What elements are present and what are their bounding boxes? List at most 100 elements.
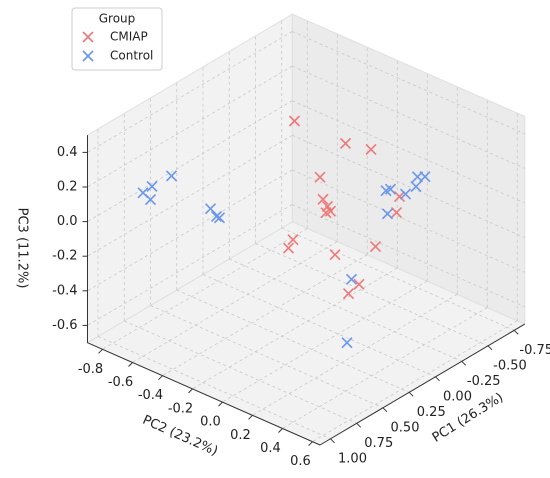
- point: [342, 287, 355, 300]
- axes: -0.75-0.50-0.250.000.250.500.751.00-0.8-…: [52, 135, 550, 469]
- x-tick: [513, 329, 519, 335]
- point: [341, 337, 353, 349]
- grid-line: [282, 307, 488, 429]
- y-tick: [98, 348, 103, 354]
- grid-line: [162, 254, 368, 377]
- grid-line: [292, 204, 525, 308]
- x-tick: [382, 407, 388, 413]
- grid-line: [292, 134, 525, 238]
- point: [419, 171, 431, 183]
- panes: [86, 13, 526, 446]
- point: [320, 207, 332, 219]
- y-tick-label: 0.4: [260, 441, 281, 456]
- grid-line: [87, 100, 293, 222]
- point: [210, 210, 223, 223]
- point: [282, 242, 295, 254]
- x-tick-label: -0.25: [467, 374, 501, 389]
- z-tick-label: -0.6: [52, 318, 77, 333]
- z-tick-label: -0.2: [52, 249, 77, 264]
- point: [381, 208, 394, 220]
- grid-line: [150, 305, 384, 409]
- legend-frame: [71, 7, 163, 71]
- point: [410, 180, 422, 193]
- grid-line: [281, 227, 515, 331]
- grid-line: [292, 65, 525, 169]
- point: [365, 143, 377, 156]
- x-tick: [435, 376, 440, 382]
- point: [144, 193, 157, 206]
- point: [384, 183, 397, 195]
- point: [314, 171, 326, 183]
- grid-line: [255, 243, 489, 347]
- point: [393, 191, 406, 203]
- grid-line: [124, 320, 357, 424]
- x-tick-label: 0.25: [417, 405, 446, 420]
- right-pane: [291, 13, 526, 325]
- y-tick-label: 0.0: [200, 415, 221, 430]
- grid-line: [87, 31, 293, 153]
- grid-line: [87, 134, 293, 257]
- z-tick-label: 0.2: [57, 180, 78, 195]
- grid: [87, 20, 525, 443]
- y-axis-line: [87, 342, 321, 446]
- point: [399, 188, 412, 200]
- grid-line: [102, 228, 308, 350]
- legend-label: CMIAP: [110, 30, 148, 44]
- y-tick: [248, 414, 253, 420]
- z-tick-label: -0.4: [52, 283, 77, 298]
- x-tick-label: 0.50: [391, 420, 420, 435]
- point: [369, 241, 382, 253]
- y-tick: [278, 428, 283, 433]
- point: [213, 212, 226, 224]
- point: [390, 207, 403, 219]
- x-tick-label: -0.75: [519, 343, 550, 358]
- legend-marker: [82, 50, 94, 62]
- grid-line: [87, 169, 293, 292]
- grid-line: [229, 258, 462, 362]
- x-axis-line: [319, 323, 526, 446]
- grid-line: [87, 204, 293, 326]
- grid-line: [202, 274, 436, 378]
- y-tick: [218, 401, 223, 407]
- y-tick-label: -0.4: [138, 388, 163, 403]
- y-tick: [158, 375, 163, 381]
- grid-line: [192, 267, 398, 390]
- x-tick: [487, 345, 493, 351]
- point: [317, 193, 329, 205]
- x-tick-label: 0.75: [364, 436, 393, 451]
- y-tick-label: 0.2: [230, 428, 251, 443]
- z-tick-label: 0.0: [57, 214, 78, 229]
- grid-line: [312, 320, 518, 443]
- point: [353, 278, 365, 290]
- point: [345, 273, 358, 285]
- point: [146, 180, 158, 192]
- y-tick: [128, 362, 133, 367]
- point: [339, 137, 352, 150]
- y-tick: [188, 388, 193, 394]
- point: [165, 170, 178, 182]
- z-tick-label: 0.4: [57, 145, 78, 160]
- y-tick-label: 0.6: [290, 454, 311, 469]
- point: [204, 203, 217, 215]
- x-tick-label: -0.50: [493, 358, 527, 373]
- grid-line: [132, 241, 338, 363]
- x-tick: [356, 422, 362, 428]
- y-tick-label: -0.6: [108, 375, 133, 390]
- z-axis-label: PC3 (11.2%): [15, 208, 30, 289]
- grid-line: [292, 169, 525, 273]
- legend-label: Control: [110, 49, 153, 63]
- grid-line: [292, 31, 525, 135]
- legend-title: Group: [99, 12, 136, 26]
- grid-line: [97, 336, 331, 440]
- grid-line: [176, 289, 410, 393]
- grid-line: [292, 100, 525, 204]
- y-tick-label: -0.8: [78, 362, 103, 377]
- x-tick-label: 0.00: [443, 389, 472, 404]
- y-tick-label: -0.2: [168, 401, 193, 416]
- point: [329, 249, 341, 261]
- grid-line: [252, 294, 458, 416]
- y-tick: [308, 441, 313, 447]
- x-tick: [330, 438, 335, 444]
- marks: [137, 115, 431, 349]
